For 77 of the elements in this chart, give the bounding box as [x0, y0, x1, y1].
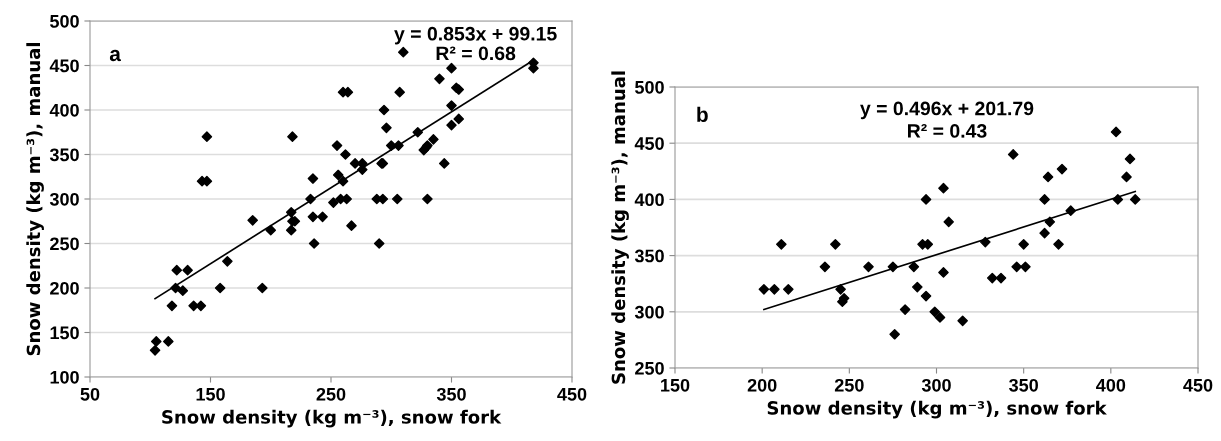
point	[1020, 261, 1031, 273]
y-tick-label: 400	[49, 103, 79, 117]
point	[1065, 205, 1077, 216]
x-tick-label: 50	[80, 387, 100, 401]
point	[934, 312, 946, 323]
x-tick-label: 400	[1096, 378, 1126, 392]
x-axis-title: Snow density (kg m⁻³), snow fork	[767, 400, 1107, 419]
point	[1056, 163, 1068, 175]
text: a	[109, 49, 121, 62]
x-tick-label: 250	[834, 378, 864, 392]
x-tick-label: 350	[1009, 378, 1038, 392]
y-axis-title: Snow density (kg m⁻³), manual	[611, 71, 629, 384]
point	[943, 216, 955, 228]
annotation: y = 0.496x + 201.79	[860, 101, 1034, 120]
y-tick-label: 150	[50, 326, 79, 340]
x-tick-label: 200	[747, 378, 777, 392]
point	[920, 194, 932, 205]
annotation: R² = 0.68	[436, 46, 516, 61]
y-tick-label: 100	[50, 370, 79, 384]
point	[1007, 149, 1019, 160]
point	[929, 306, 941, 318]
point	[899, 304, 911, 315]
point	[908, 261, 920, 273]
x-axis-title: Snow density (kg m⁻³), snow fork	[162, 409, 502, 428]
y-tick-label: 450	[49, 59, 79, 73]
point	[1011, 261, 1022, 273]
point	[758, 284, 770, 295]
point	[776, 239, 787, 250]
y-tick-label: 350	[49, 148, 79, 162]
point	[889, 328, 900, 340]
point	[938, 182, 949, 194]
point	[938, 267, 949, 278]
point	[1042, 171, 1054, 183]
point	[887, 261, 899, 273]
point	[920, 290, 932, 302]
y-tick-label: 350	[634, 249, 664, 263]
y-tick-label: 200	[50, 281, 79, 295]
y-tick-label: 500	[635, 80, 664, 94]
point	[863, 261, 874, 273]
point	[1110, 126, 1122, 138]
point	[769, 284, 780, 295]
y-tick-label: 300	[634, 305, 664, 319]
annotation: R² = 0.43	[908, 124, 987, 138]
y-tick-label: 250	[635, 361, 664, 375]
point	[835, 284, 846, 295]
point	[830, 239, 841, 250]
point	[1129, 194, 1141, 205]
point	[1039, 194, 1050, 205]
point	[1121, 171, 1132, 183]
y-tick-label: 250	[50, 237, 79, 251]
text: b	[697, 106, 708, 122]
point	[980, 236, 991, 248]
point	[912, 281, 923, 293]
point	[1018, 239, 1029, 250]
y-tick-label: 400	[634, 193, 664, 207]
point	[1112, 194, 1124, 205]
y-tick-label: 500	[50, 14, 79, 28]
x-tick-label: 250	[316, 387, 346, 401]
y-tick-label: 300	[49, 192, 79, 206]
point	[957, 315, 968, 327]
x-tick-label: 450	[557, 387, 587, 401]
x-tick-label: 450	[1183, 378, 1213, 392]
point	[1124, 153, 1136, 165]
x-tick-label: 150	[661, 378, 690, 392]
y-axis-title: Snow density (kg m⁻³), manual	[26, 42, 44, 356]
y-tick-label: 450	[634, 137, 664, 150]
point	[1044, 216, 1056, 228]
point	[1053, 239, 1064, 250]
point	[986, 272, 998, 284]
annotation: y = 0.853x + 99.15	[394, 26, 557, 45]
x-tick-label: 150	[196, 387, 225, 401]
point	[783, 284, 794, 295]
point	[819, 261, 831, 273]
point	[995, 272, 1007, 284]
x-tick-label: 300	[921, 378, 951, 392]
point	[1039, 227, 1050, 239]
x-tick-label: 350	[436, 387, 466, 401]
